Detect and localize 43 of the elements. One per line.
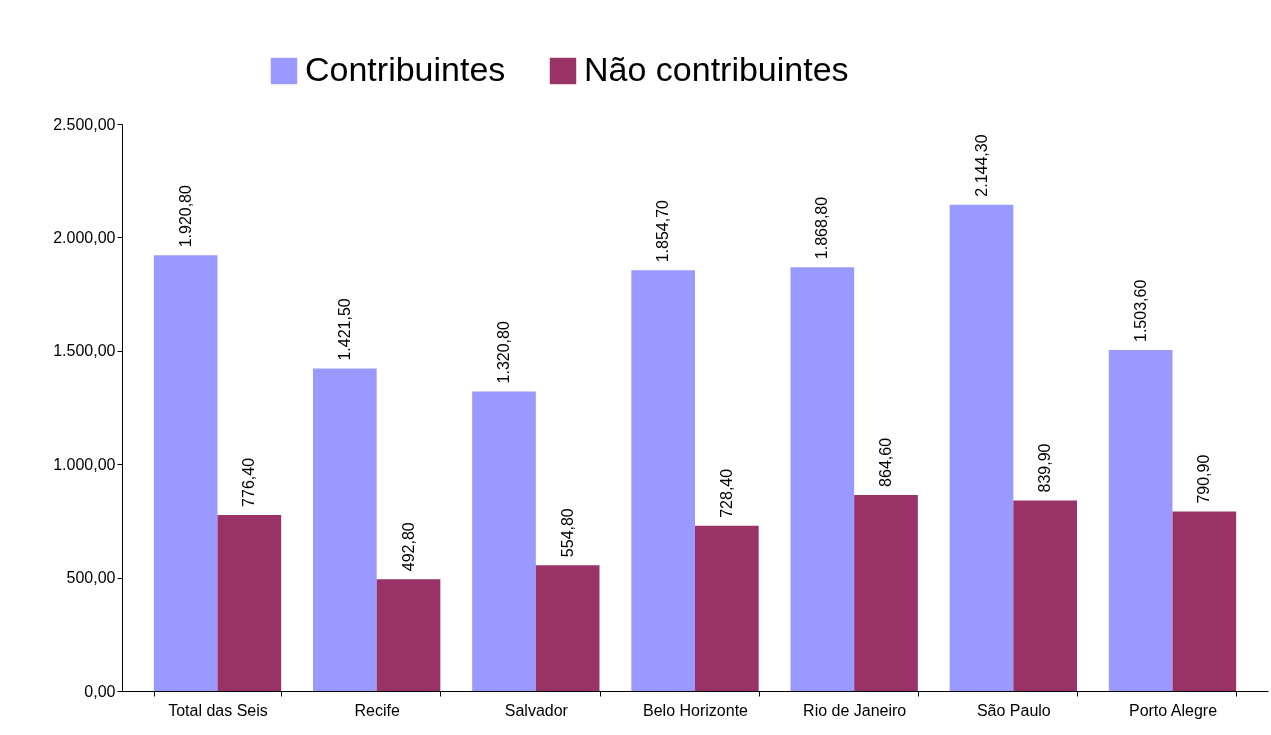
legend-label: Contribuintes xyxy=(305,50,506,88)
bar xyxy=(631,270,695,691)
bar xyxy=(1172,511,1237,691)
bar xyxy=(695,525,759,691)
y-tick-label: 1.000,00 xyxy=(53,455,116,473)
data-label: 728,40 xyxy=(717,468,735,518)
x-tick-label: Total das Seis xyxy=(168,701,268,719)
y-tick-label: 1.500,00 xyxy=(53,342,116,360)
x-tick-label: Belo Horizonte xyxy=(643,701,749,719)
data-label: 1.421,50 xyxy=(335,298,353,361)
y-tick-label: 2.000,00 xyxy=(53,228,116,246)
x-tick-label: Porto Alegre xyxy=(1128,701,1218,719)
data-label: 1.868,80 xyxy=(813,196,831,260)
x-tick-label: Recife xyxy=(354,701,400,719)
data-label: 554,80 xyxy=(558,508,576,558)
data-label: 790,90 xyxy=(1195,454,1213,504)
y-tick-label: 2.500,00 xyxy=(53,115,116,133)
data-label: 839,90 xyxy=(1036,443,1054,493)
bar xyxy=(1013,500,1077,691)
data-label: 1.503,60 xyxy=(1131,279,1149,342)
data-label: 1.854,70 xyxy=(654,199,672,263)
bar xyxy=(313,368,377,691)
data-label: 1.320,80 xyxy=(495,321,512,384)
y-tick-label: 0,00 xyxy=(84,682,116,700)
bar xyxy=(535,565,600,691)
data-label: 492,80 xyxy=(399,522,417,572)
data-label: 2.144,30 xyxy=(972,134,990,197)
bar xyxy=(376,579,441,691)
x-tick-label: São Paulo xyxy=(976,701,1051,719)
y-tick-label: 500,00 xyxy=(66,569,116,587)
legend-label: Não contribuintes xyxy=(584,50,849,88)
data-label: 776,40 xyxy=(240,457,258,507)
bar xyxy=(949,204,1014,691)
data-label: 1.920,80 xyxy=(176,184,194,248)
bar xyxy=(472,391,536,691)
bar xyxy=(854,494,918,691)
x-tick-label: Salvador xyxy=(504,701,569,719)
x-tick-label: Rio de Janeiro xyxy=(803,701,907,719)
bar xyxy=(153,255,218,691)
data-label: 864,60 xyxy=(877,437,894,487)
bar xyxy=(1108,349,1173,691)
bar xyxy=(217,514,282,691)
bar xyxy=(790,267,855,691)
